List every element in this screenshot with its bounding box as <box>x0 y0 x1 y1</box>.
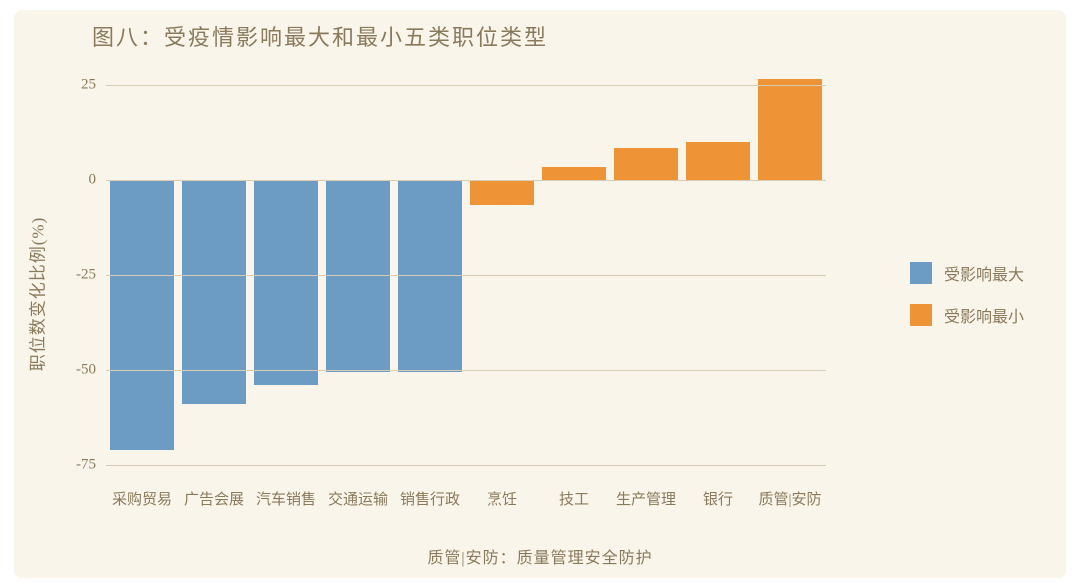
x-tick-label: 汽车销售 <box>256 488 316 509</box>
legend-label: 受影响最大 <box>944 261 1024 285</box>
x-tick-label: 技工 <box>559 488 589 509</box>
x-tick-label: 生产管理 <box>616 488 676 509</box>
page: 图八：受疫情影响最大和最小五类职位类型 职位数变化比例(%) -75-50-25… <box>0 0 1080 588</box>
bar <box>470 180 535 205</box>
bar <box>110 180 175 450</box>
legend-swatch <box>910 304 932 326</box>
x-tick-label: 烹饪 <box>487 488 517 509</box>
bar <box>758 79 823 180</box>
y-tick-label: -25 <box>76 267 96 284</box>
y-tick-label: -75 <box>76 457 96 474</box>
x-tick-label: 销售行政 <box>400 488 460 509</box>
x-tick-label: 银行 <box>703 488 733 509</box>
legend-item: 受影响最小 <box>910 303 1024 327</box>
legend-label: 受影响最小 <box>944 303 1024 327</box>
x-axis-labels: 采购贸易广告会展汽车销售交通运输销售行政 烹饪 技工 生产管理 银行 质管|安防 <box>106 488 826 512</box>
x-tick-label: 广告会展 <box>184 488 244 509</box>
chart-card: 图八：受疫情影响最大和最小五类职位类型 职位数变化比例(%) -75-50-25… <box>14 10 1066 578</box>
grid-line <box>106 465 826 466</box>
y-tick-label: 25 <box>81 77 96 94</box>
bar <box>254 180 319 385</box>
bar <box>542 167 607 180</box>
grid-line <box>106 85 826 86</box>
y-tick-label: -50 <box>76 362 96 379</box>
bar <box>614 148 679 180</box>
x-tick-label: 交通运输 <box>328 488 388 509</box>
y-axis-label: 职位数变化比例(%) <box>24 217 49 371</box>
grid-line <box>106 180 826 181</box>
grid-line <box>106 275 826 276</box>
y-tick-label: 0 <box>89 172 97 189</box>
footnote: 质管|安防：质量管理安全防护 <box>14 544 1066 568</box>
legend: 受影响最大受影响最小 <box>910 261 1024 327</box>
chart-title: 图八：受疫情影响最大和最小五类职位类型 <box>92 20 548 52</box>
grid-line <box>106 370 826 371</box>
bar <box>686 142 751 180</box>
plot-area: -75-50-25025 <box>106 66 826 484</box>
x-tick-label: 采购贸易 <box>112 488 172 509</box>
legend-swatch <box>910 262 932 284</box>
x-tick-label: 质管|安防 <box>758 488 821 509</box>
legend-item: 受影响最大 <box>910 261 1024 285</box>
